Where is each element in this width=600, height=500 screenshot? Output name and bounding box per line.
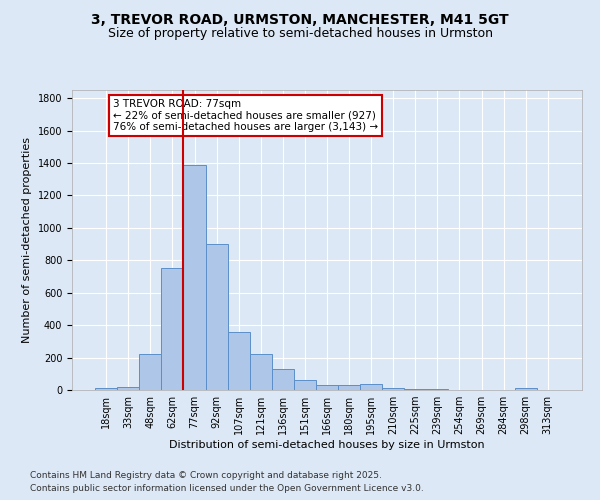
Bar bbox=[272, 369, 294, 390]
Bar bbox=[404, 389, 427, 390]
Text: Size of property relative to semi-detached houses in Urmston: Size of property relative to semi-detach… bbox=[107, 28, 493, 40]
Bar bbox=[316, 385, 338, 390]
Bar bbox=[161, 268, 184, 390]
Bar bbox=[206, 244, 227, 390]
Bar bbox=[382, 388, 404, 390]
Bar bbox=[139, 354, 161, 390]
X-axis label: Distribution of semi-detached houses by size in Urmston: Distribution of semi-detached houses by … bbox=[169, 440, 485, 450]
Bar bbox=[184, 164, 206, 390]
Text: Contains public sector information licensed under the Open Government Licence v3: Contains public sector information licen… bbox=[30, 484, 424, 493]
Bar bbox=[427, 389, 448, 390]
Bar bbox=[515, 388, 537, 390]
Text: 3 TREVOR ROAD: 77sqm
← 22% of semi-detached houses are smaller (927)
76% of semi: 3 TREVOR ROAD: 77sqm ← 22% of semi-detac… bbox=[113, 99, 378, 132]
Bar bbox=[95, 388, 117, 390]
Bar bbox=[250, 354, 272, 390]
Text: 3, TREVOR ROAD, URMSTON, MANCHESTER, M41 5GT: 3, TREVOR ROAD, URMSTON, MANCHESTER, M41… bbox=[91, 12, 509, 26]
Bar bbox=[338, 385, 360, 390]
Bar bbox=[117, 387, 139, 390]
Bar bbox=[360, 384, 382, 390]
Y-axis label: Number of semi-detached properties: Number of semi-detached properties bbox=[22, 137, 32, 343]
Text: Contains HM Land Registry data © Crown copyright and database right 2025.: Contains HM Land Registry data © Crown c… bbox=[30, 470, 382, 480]
Bar bbox=[294, 380, 316, 390]
Bar bbox=[227, 332, 250, 390]
